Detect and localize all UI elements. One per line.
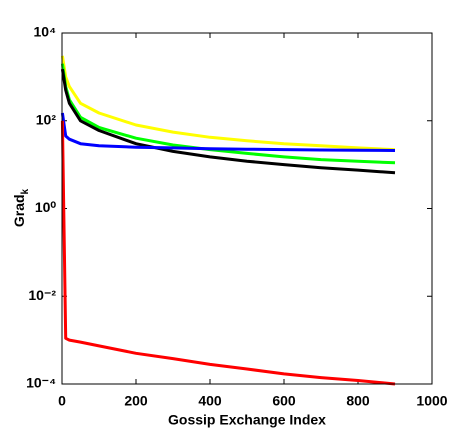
series-line [60, 112, 396, 152]
x-tick-label: 800 [346, 393, 370, 409]
x-tick-label: 600 [272, 393, 296, 409]
y-axis-label: Gradk [11, 188, 31, 227]
x-tick-label: 0 [58, 393, 66, 409]
x-tick-label: 1000 [416, 393, 447, 409]
x-tick-label: 200 [124, 393, 148, 409]
y-tick-label: 10⁰ [35, 199, 57, 215]
y-tick-label: 10⁴ [34, 24, 57, 40]
plot-frame [61, 32, 433, 385]
series-line [60, 68, 396, 175]
y-tick-label: 10⁻² [28, 287, 56, 303]
y-label-sub: k [20, 188, 31, 194]
y-tick-label: 10⁻⁴ [26, 375, 56, 391]
y-tick-label: 10² [36, 111, 57, 127]
x-tick-label: 400 [198, 393, 222, 409]
series-line [60, 120, 396, 386]
series-line [60, 55, 396, 152]
y-label-main: Grad [11, 194, 27, 227]
x-axis-label: Gossip Exchange Index [168, 412, 326, 428]
